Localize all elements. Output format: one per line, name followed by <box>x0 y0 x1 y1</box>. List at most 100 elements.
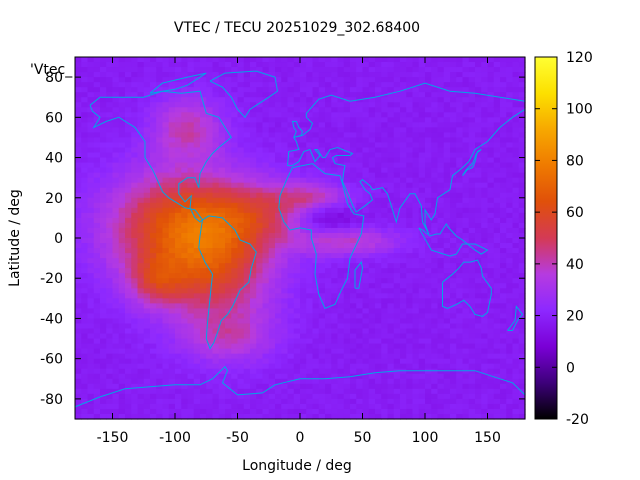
heatmap-cell <box>143 308 151 315</box>
heatmap-cell <box>462 338 470 345</box>
heatmap-cell <box>268 353 276 360</box>
heatmap-cell <box>181 308 189 315</box>
heatmap-cell <box>306 62 314 68</box>
heatmap-cell <box>387 157 395 164</box>
heatmap-cell <box>400 333 407 340</box>
heatmap-cell <box>506 92 514 98</box>
heatmap-cell <box>493 92 501 98</box>
heatmap-cell <box>137 288 145 294</box>
heatmap-cell <box>412 97 420 103</box>
heatmap-cell <box>106 278 114 284</box>
heatmap-cell <box>468 192 476 199</box>
heatmap-cell <box>456 197 464 204</box>
heatmap-cell <box>250 217 257 224</box>
heatmap-cell <box>106 363 114 370</box>
heatmap-cell <box>93 358 101 365</box>
heatmap-cell <box>293 268 301 274</box>
heatmap-cell <box>318 112 326 118</box>
heatmap-cell <box>250 403 257 410</box>
heatmap-cell <box>206 258 214 264</box>
heatmap-cell <box>250 323 257 330</box>
heatmap-cell <box>412 62 420 68</box>
heatmap-cell <box>112 373 120 380</box>
heatmap-cell <box>381 248 389 254</box>
heatmap-cell <box>331 338 339 345</box>
heatmap-cell <box>118 162 126 169</box>
heatmap-cell <box>425 283 432 289</box>
heatmap-cell <box>206 278 214 284</box>
heatmap-cell <box>468 328 476 335</box>
heatmap-cell <box>175 243 182 249</box>
heatmap-cell <box>187 157 195 164</box>
heatmap-cell <box>256 127 264 134</box>
heatmap-cell <box>337 403 345 410</box>
heatmap-cell <box>225 308 232 315</box>
heatmap-cell <box>400 147 407 154</box>
heatmap-cell <box>450 212 457 219</box>
heatmap-cell <box>406 363 414 370</box>
heatmap-cell <box>193 87 201 93</box>
heatmap-cell <box>343 383 351 390</box>
heatmap-cell <box>350 288 357 294</box>
heatmap-cell <box>143 87 151 93</box>
heatmap-cell <box>175 388 182 395</box>
heatmap-cell <box>100 77 107 83</box>
heatmap-cell <box>487 172 495 179</box>
heatmap-cell <box>468 212 476 219</box>
heatmap-cell <box>250 112 257 118</box>
heatmap-cell <box>281 92 289 98</box>
heatmap-cell <box>318 192 326 199</box>
heatmap-cell <box>443 403 451 410</box>
heatmap-cell <box>306 298 314 304</box>
heatmap-cell <box>306 77 314 83</box>
heatmap-cell <box>425 278 432 284</box>
heatmap-cell <box>93 368 101 375</box>
heatmap-cell <box>337 62 345 68</box>
heatmap-cell <box>400 177 407 184</box>
heatmap-cell <box>200 368 207 375</box>
heatmap-cell <box>106 328 114 335</box>
heatmap-cell <box>75 202 82 209</box>
heatmap-cell <box>381 263 389 269</box>
heatmap-cell <box>118 263 126 269</box>
heatmap-cell <box>200 303 207 309</box>
heatmap-cell <box>325 197 332 204</box>
heatmap-cell <box>331 117 339 123</box>
heatmap-cell <box>300 87 307 93</box>
heatmap-cell <box>356 268 364 274</box>
heatmap-cell <box>425 202 432 209</box>
heatmap-cell <box>343 122 351 128</box>
heatmap-cell <box>406 77 414 83</box>
heatmap-cell <box>468 72 476 78</box>
heatmap-cell <box>431 353 439 360</box>
heatmap-cell <box>456 268 464 274</box>
heatmap-cell <box>268 57 276 63</box>
heatmap-cell <box>506 97 514 103</box>
heatmap-cell <box>281 308 289 315</box>
heatmap-cell <box>131 263 139 269</box>
heatmap-cell <box>118 253 126 259</box>
heatmap-cell <box>75 318 82 325</box>
heatmap-cell <box>425 102 432 108</box>
heatmap-cell <box>125 343 132 350</box>
heatmap-cell <box>206 57 214 63</box>
heatmap-cell <box>87 343 95 350</box>
heatmap-cell <box>218 368 226 375</box>
heatmap-cell <box>462 97 470 103</box>
heatmap-cell <box>318 283 326 289</box>
heatmap-cell <box>312 162 320 169</box>
heatmap-cell <box>506 67 514 73</box>
heatmap-cell <box>75 298 82 304</box>
heatmap-cell <box>218 97 226 103</box>
heatmap-cell <box>225 97 232 103</box>
heatmap-cell <box>156 343 164 350</box>
heatmap-cell <box>231 87 239 93</box>
heatmap-cell <box>343 243 351 249</box>
heatmap-cell <box>293 373 301 380</box>
heatmap-cell <box>493 142 501 149</box>
heatmap-cell <box>137 222 145 229</box>
heatmap-cell <box>93 162 101 169</box>
heatmap-cell <box>468 238 476 244</box>
heatmap-cell <box>256 92 264 98</box>
heatmap-cell <box>493 77 501 83</box>
